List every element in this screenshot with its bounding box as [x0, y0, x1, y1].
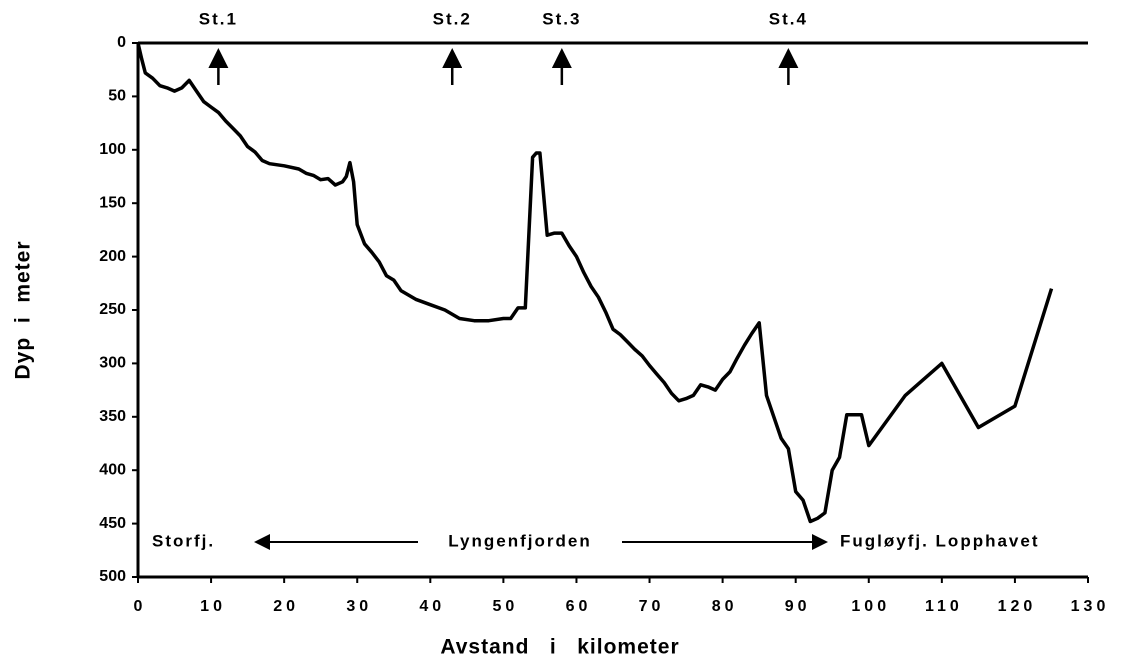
y-tick-label: 450: [99, 515, 126, 532]
station-label: St.4: [769, 9, 808, 28]
x-tick-label: 120: [998, 598, 1037, 615]
y-tick-label: 200: [99, 248, 126, 265]
x-tick-label: 0: [134, 598, 147, 615]
x-tick-label: 90: [785, 598, 811, 615]
x-axis-label: Avstand i kilometer: [440, 636, 679, 659]
y-tick-label: 100: [99, 141, 126, 158]
region-label: Storfj.: [152, 531, 215, 550]
line: [136, 42, 1054, 524]
y-tick-label: 350: [99, 408, 126, 425]
y-axis-label: Dyp i meter: [12, 240, 35, 379]
y-tick-label: 150: [99, 194, 126, 211]
x-tick-label: 60: [566, 598, 592, 615]
x-tick-label: 30: [346, 598, 372, 615]
x-tick-label: 20: [273, 598, 299, 615]
y-tick-label: 400: [99, 461, 126, 478]
region-label: Lyngenfjorden: [448, 531, 591, 550]
x-tick-label: 10: [200, 598, 226, 615]
y-tick-label: 250: [99, 301, 126, 318]
station-label: St.3: [542, 9, 581, 28]
station-label: St.2: [433, 9, 472, 28]
x-tick-label: 110: [925, 598, 963, 615]
x-tick-label: 80: [712, 598, 738, 615]
y-tick-label: 50: [108, 88, 126, 105]
station-label: St.1: [199, 9, 238, 28]
x-tick-label: 50: [492, 598, 518, 615]
region-label: Fugløyfj. Lopphavet: [840, 531, 1040, 550]
x-tick-label: 70: [639, 598, 665, 615]
y-tick-label: 0: [117, 34, 126, 51]
x-tick-label: 130: [1071, 598, 1110, 615]
y-tick-label: 500: [99, 568, 126, 585]
x-tick-label: 40: [419, 598, 445, 615]
x-tick-label: 100: [851, 598, 890, 615]
y-tick-label: 300: [99, 355, 126, 372]
